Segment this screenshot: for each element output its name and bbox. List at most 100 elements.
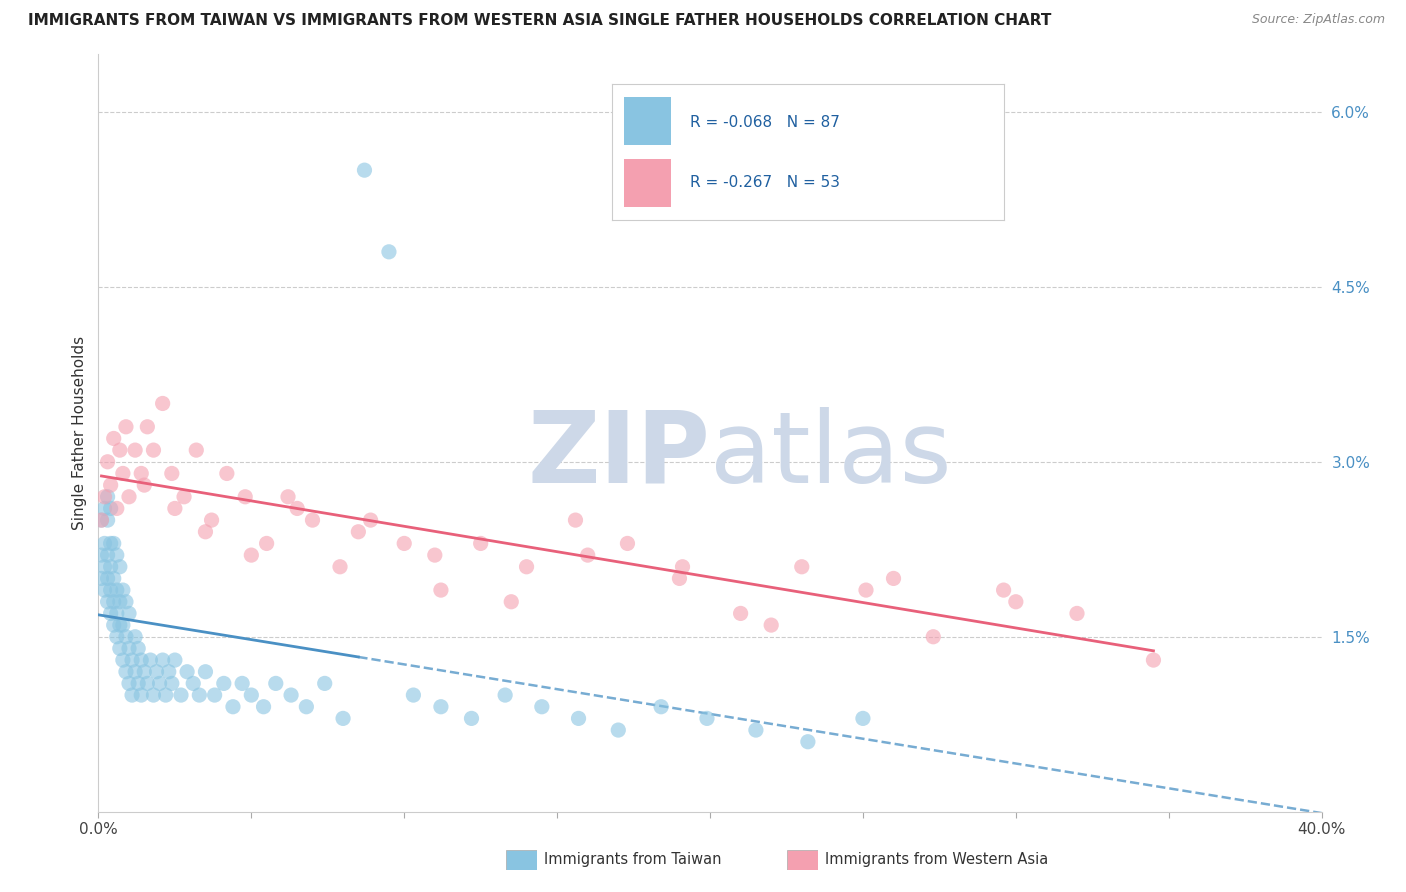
Point xyxy=(145,665,167,679)
Point xyxy=(797,735,820,749)
Point xyxy=(100,583,122,598)
Point xyxy=(111,583,134,598)
Point xyxy=(136,419,159,434)
Point xyxy=(103,618,125,632)
Point xyxy=(576,548,599,562)
Point xyxy=(108,618,131,632)
Text: Immigrants from Taiwan: Immigrants from Taiwan xyxy=(544,853,721,867)
Point xyxy=(124,443,146,458)
Point xyxy=(124,665,146,679)
Point xyxy=(100,478,122,492)
Point xyxy=(759,618,782,632)
Point xyxy=(97,595,120,609)
Point xyxy=(129,688,152,702)
Point xyxy=(134,478,156,492)
Point xyxy=(115,630,138,644)
Point xyxy=(160,676,183,690)
Point xyxy=(103,432,125,446)
Point xyxy=(567,711,589,725)
Point xyxy=(105,501,128,516)
Point xyxy=(108,559,131,574)
Point xyxy=(105,607,128,621)
Point xyxy=(501,595,523,609)
Point xyxy=(93,559,115,574)
Point xyxy=(115,595,138,609)
Point xyxy=(883,571,905,585)
Point xyxy=(696,711,718,725)
Point xyxy=(100,607,122,621)
Point xyxy=(163,501,186,516)
Point xyxy=(212,676,235,690)
Point xyxy=(108,595,131,609)
Point xyxy=(745,723,768,737)
Point xyxy=(121,688,143,702)
Point xyxy=(152,396,174,410)
Point xyxy=(93,536,115,550)
Point xyxy=(155,688,177,702)
Point xyxy=(115,419,138,434)
Point xyxy=(93,490,115,504)
Point xyxy=(97,490,120,504)
Point xyxy=(378,244,401,259)
Point xyxy=(200,513,222,527)
Point xyxy=(215,467,238,481)
Point xyxy=(142,688,165,702)
Text: Source: ZipAtlas.com: Source: ZipAtlas.com xyxy=(1251,13,1385,27)
Point xyxy=(142,443,165,458)
Point xyxy=(105,583,128,598)
Point xyxy=(277,490,299,504)
Point xyxy=(118,607,141,621)
Point xyxy=(149,676,172,690)
Point xyxy=(204,688,226,702)
Point xyxy=(163,653,186,667)
Point xyxy=(285,501,308,516)
Point xyxy=(134,665,156,679)
Point xyxy=(129,467,152,481)
Point xyxy=(240,548,263,562)
Point xyxy=(129,653,152,667)
Point xyxy=(607,723,630,737)
Point xyxy=(139,653,162,667)
Point xyxy=(668,571,690,585)
Point xyxy=(90,571,112,585)
Point xyxy=(993,583,1015,598)
Point xyxy=(118,641,141,656)
Point xyxy=(97,455,120,469)
Point xyxy=(124,630,146,644)
Point xyxy=(105,548,128,562)
Point xyxy=(252,699,274,714)
Point xyxy=(103,595,125,609)
Point xyxy=(105,630,128,644)
Point xyxy=(852,711,875,725)
Point xyxy=(157,665,180,679)
Point xyxy=(97,513,120,527)
Text: ZIP: ZIP xyxy=(527,407,710,504)
Point xyxy=(264,676,287,690)
Point xyxy=(616,536,638,550)
Point xyxy=(423,548,446,562)
Y-axis label: Single Father Households: Single Father Households xyxy=(72,335,87,530)
Point xyxy=(402,688,425,702)
Point xyxy=(93,501,115,516)
Point xyxy=(240,688,263,702)
Point xyxy=(430,583,453,598)
Point xyxy=(103,536,125,550)
Point xyxy=(100,501,122,516)
Point xyxy=(392,536,416,550)
Point xyxy=(160,467,183,481)
Point xyxy=(516,559,538,574)
Point xyxy=(121,653,143,667)
Point xyxy=(470,536,492,550)
Point xyxy=(176,665,198,679)
Text: Immigrants from Western Asia: Immigrants from Western Asia xyxy=(825,853,1049,867)
Point xyxy=(295,699,318,714)
Point xyxy=(671,559,693,574)
Point xyxy=(347,524,370,539)
Point xyxy=(118,490,141,504)
Point xyxy=(353,163,375,178)
Point xyxy=(1066,607,1088,621)
Point xyxy=(97,548,120,562)
Point xyxy=(181,676,204,690)
Point xyxy=(222,699,245,714)
Point xyxy=(280,688,302,702)
